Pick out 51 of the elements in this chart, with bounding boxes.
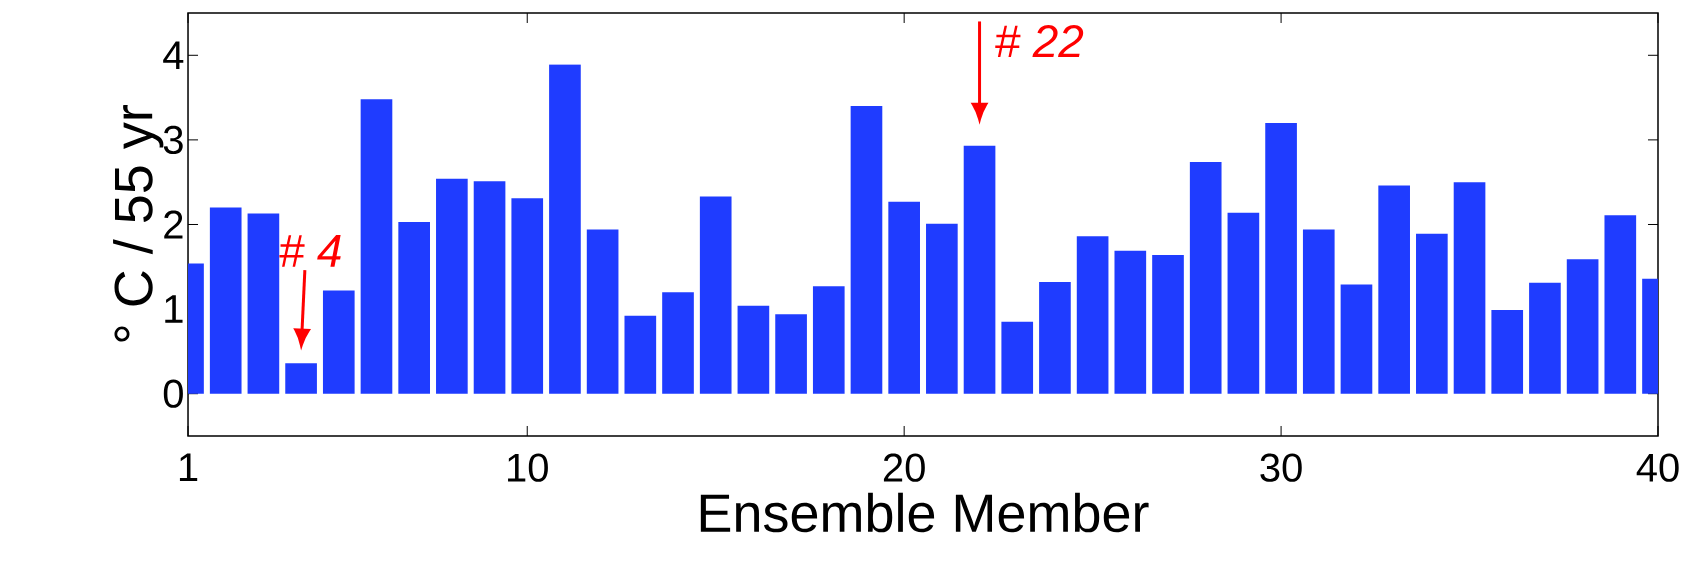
bar xyxy=(1152,254,1184,394)
bar xyxy=(850,106,883,394)
bar xyxy=(1001,321,1034,394)
bar xyxy=(1302,229,1335,394)
bar xyxy=(549,64,581,394)
bar xyxy=(511,198,544,394)
bar xyxy=(473,181,506,394)
bar xyxy=(1114,250,1147,394)
bar xyxy=(1529,282,1561,394)
bar xyxy=(624,315,657,394)
y-tick-label: 0 xyxy=(163,379,183,408)
bar xyxy=(360,99,393,394)
bar xyxy=(1491,309,1524,394)
bar xyxy=(812,286,845,394)
bar xyxy=(926,223,958,394)
bar xyxy=(1416,233,1448,394)
bar xyxy=(1566,259,1599,394)
y-axis-title: ° C / 55 yr xyxy=(113,105,164,342)
bar xyxy=(1076,236,1109,394)
bar xyxy=(662,292,694,394)
x-tick-label: 40 xyxy=(1636,453,1679,482)
bar xyxy=(1227,212,1260,394)
bar xyxy=(888,201,920,394)
bar xyxy=(1265,122,1297,394)
y-tick-label: 1 xyxy=(165,295,183,323)
bar xyxy=(398,221,430,394)
bar xyxy=(285,363,317,394)
bar xyxy=(699,196,732,394)
bar xyxy=(436,178,468,394)
x-axis-title: Ensemble Member xyxy=(700,492,1149,533)
bar xyxy=(586,229,619,394)
x-tick-label: 30 xyxy=(1260,453,1302,482)
y-tick-label: 2 xyxy=(164,210,183,239)
bar xyxy=(1453,182,1486,394)
bar xyxy=(247,213,280,394)
bar xyxy=(1189,161,1222,394)
bar xyxy=(775,314,807,394)
bar xyxy=(1604,215,1637,394)
y-tick-label: 4 xyxy=(163,41,184,70)
bar xyxy=(1378,185,1410,394)
bar xyxy=(737,305,770,394)
annotation: # 22 xyxy=(995,24,1084,58)
x-tick-label: 10 xyxy=(508,453,548,482)
y-tick-label: 3 xyxy=(163,125,183,155)
bar xyxy=(1039,282,1071,394)
bar xyxy=(322,290,355,394)
x-tick-label: 20 xyxy=(883,453,925,482)
bar xyxy=(209,207,242,394)
bar xyxy=(1340,284,1373,394)
annotation: # 4 xyxy=(279,234,341,267)
bar xyxy=(963,145,996,394)
